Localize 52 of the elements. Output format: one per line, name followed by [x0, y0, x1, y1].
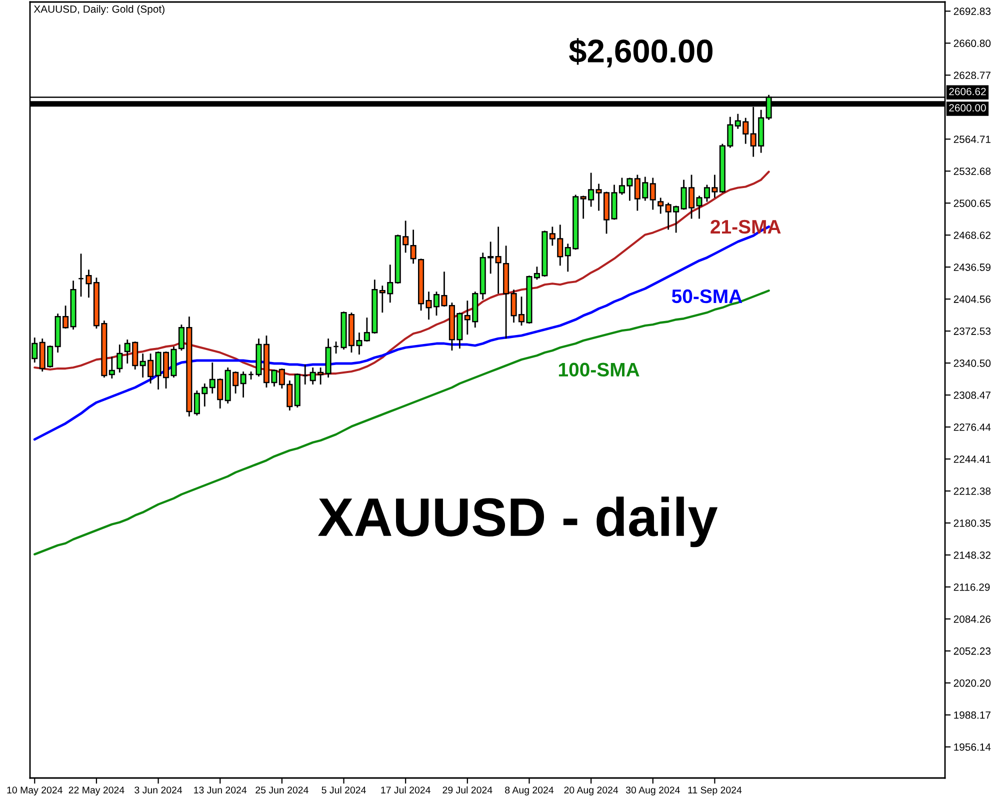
candlestick	[650, 177, 656, 210]
series-label: 21-SMA	[710, 220, 781, 234]
candlestick	[302, 364, 308, 386]
candlestick	[658, 197, 664, 214]
y-tick-label: 2020.20	[954, 679, 991, 687]
y-tick-label: 2276.44	[954, 424, 991, 431]
y-tick-label: 2340.50	[954, 360, 991, 367]
x-tick-label: 29 Jul 2024	[442, 786, 492, 794]
y-tick-label: 2532.68	[954, 168, 991, 175]
y-tick-label: 2564.71	[954, 136, 990, 143]
y-tick-label: 2212.38	[954, 487, 991, 495]
y-tick-label: 2244.41	[954, 456, 990, 463]
candlestick	[240, 370, 246, 398]
x-tick-label: 13 Jun 2024	[194, 786, 247, 794]
y-tick-label: 2468.62	[954, 232, 990, 239]
y-tick-label: 2404.56	[954, 296, 991, 303]
series-label: 50-SMA	[672, 289, 742, 304]
y-tick-label: 1988.17	[954, 711, 990, 719]
y-tick-label: 2372.53	[954, 328, 991, 335]
x-tick-label: 10 May 2024	[7, 786, 62, 796]
y-tick-label: 2084.26	[954, 615, 991, 623]
line-series	[34, 290, 770, 556]
x-tick-label: 20 Aug 2024	[564, 786, 618, 796]
y-tick-label: 2660.80	[954, 40, 991, 48]
x-tick-label: 5 Jul 2024	[322, 786, 366, 794]
candlestick	[78, 252, 84, 298]
x-tick-label: 22 May 2024	[68, 786, 124, 796]
x-tick-label: 25 Jun 2024	[256, 786, 308, 794]
x-tick-label: 3 Jun 2024	[134, 786, 182, 794]
ref-line-label: 2600.00	[949, 104, 986, 112]
y-tick-label: 2628.77	[954, 72, 990, 80]
y-tick-label: 2116.29	[954, 583, 990, 591]
y-tick-label: 1956.14	[954, 743, 991, 751]
y-tick-label: 2148.32	[954, 551, 990, 559]
x-tick-label: 30 Aug 2024	[626, 786, 680, 796]
candlestick	[116, 344, 123, 374]
y-tick-label: 2052.23	[954, 647, 991, 655]
annotation: $2,600.00	[569, 38, 712, 68]
x-tick-label: 17 Jul 2024	[381, 786, 430, 794]
candlestick	[333, 340, 340, 354]
y-tick-label: 2180.35	[954, 519, 991, 527]
ref-line-label: 2606.62	[949, 88, 986, 96]
series-label: 100-SMA	[558, 362, 640, 377]
chart-title: XAUUSD, Daily: Gold (Spot)	[34, 5, 164, 15]
x-tick-label: 11 Sep 2024	[688, 786, 742, 796]
y-tick-label: 2436.59	[954, 264, 990, 271]
x-tick-label: 8 Aug 2024	[505, 786, 554, 796]
y-tick-label: 2692.83	[954, 8, 991, 16]
annotation: XAUUSD - daily	[318, 496, 718, 548]
candlestick	[108, 356, 115, 380]
y-tick-label: 2308.47	[954, 392, 990, 399]
y-tick-label: 2500.65	[954, 200, 991, 207]
